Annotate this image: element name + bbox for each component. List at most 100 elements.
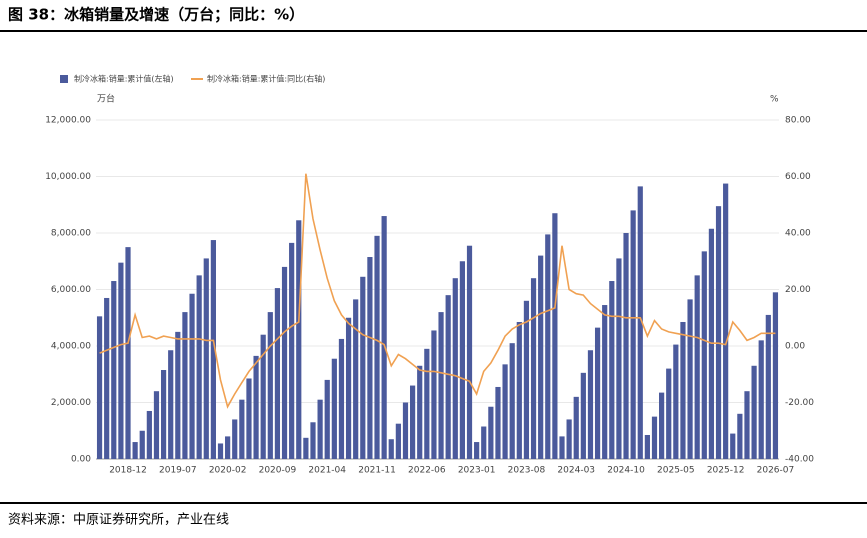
bar [395,423,401,459]
bar [374,235,380,459]
y2-axis-unit: % [770,95,779,105]
x-tick-label: 2025-05 [657,466,695,476]
bar [488,406,494,459]
bar [765,314,771,459]
bar [666,368,672,459]
bar [609,281,615,459]
chart-title: 图 38：冰箱销量及增速（万台；同比：%） [8,6,304,24]
bar [353,299,359,459]
bar [651,416,658,459]
y-tick-label: 8,000.00 [51,229,91,239]
bar [587,350,594,459]
bar [737,413,743,459]
bar [616,258,622,459]
bar [225,436,231,459]
bar [260,334,266,459]
bar [324,379,330,459]
bar [310,422,316,459]
bar [153,391,160,459]
x-tick-label: 2026-07 [757,466,795,476]
bar [246,378,252,459]
x-tick-label: 2020-02 [209,466,247,476]
bar [317,399,323,459]
bar [367,257,373,459]
line-series [99,173,776,409]
bar [637,186,643,459]
y-tick-label: 2,000.00 [51,398,91,408]
y2-tick-label: 80.00 [785,116,811,126]
bar [175,331,181,459]
bar [139,430,145,459]
bar [189,293,195,459]
bar [438,312,444,459]
bar [559,436,565,459]
bar [730,433,736,459]
source: 资料来源：中原证券研究所，产业在线 [8,512,229,528]
bar [523,300,530,459]
bar [253,355,259,459]
bar [502,364,508,459]
bar [96,316,103,459]
bar [345,317,352,459]
bar [160,370,167,459]
bar [538,255,544,459]
bar [289,242,295,459]
bar [402,402,409,459]
bar [594,327,601,459]
bar [659,392,665,459]
y2-tick-label: -40.00 [785,455,814,465]
y-axis-unit: 万台 [97,93,115,105]
x-tick-label: 2020-09 [259,466,297,476]
bar [111,281,117,459]
bar [644,434,650,459]
bar [388,439,394,459]
bar [210,240,216,459]
y2-tick-label: 60.00 [785,172,811,182]
bar [723,183,729,459]
bar [125,247,131,459]
bar [182,312,188,459]
x-tick-label: 2022-06 [408,466,446,476]
x-tick-label: 2021-11 [358,466,396,476]
x-tick-label: 2019-07 [159,466,197,476]
y-tick-label: 4,000.00 [51,342,91,352]
bar [687,299,693,459]
y-tick-label: 0.00 [71,455,91,465]
bar [274,288,281,459]
bar [495,386,501,459]
bar [744,391,750,459]
bar [417,365,423,459]
bar [296,220,302,459]
bar [772,292,779,459]
bar [424,348,430,459]
bar [694,275,700,459]
x-tick-label: 2023-01 [458,466,496,476]
x-tick-label: 2024-03 [557,466,595,476]
bar [331,358,337,459]
bar [281,266,288,459]
bar [715,206,722,459]
x-tick-label: 2025-12 [707,466,745,476]
bar [552,213,558,459]
bar [168,350,174,459]
bar [132,442,138,459]
bar [381,216,387,459]
bar [758,340,764,459]
y2-tick-label: 0.00 [785,342,805,352]
bar [232,419,238,459]
y-tick-label: 10,000.00 [45,172,91,182]
bar [118,262,124,459]
bar [580,372,586,459]
bar [267,312,273,459]
bar [431,330,437,459]
bar [196,275,202,459]
bar [217,443,224,459]
bar [509,343,515,459]
bar [530,278,537,459]
bar [673,344,679,459]
bar [466,245,473,459]
bar [680,321,686,459]
y2-tick-label: 20.00 [785,285,811,295]
bar [630,210,636,459]
